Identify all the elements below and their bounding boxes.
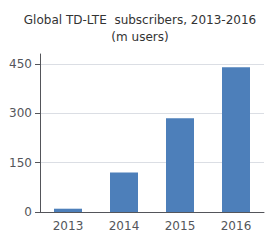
svg-text:2016: 2016: [221, 219, 252, 233]
svg-text:Global TD-LTE subscribers, 20: Global TD-LTE subscribers, 2013-2016: [24, 13, 256, 27]
svg-text:150: 150: [9, 156, 32, 170]
svg-text:2015: 2015: [165, 219, 196, 233]
svg-text:2014: 2014: [109, 219, 140, 233]
svg-text:2013: 2013: [53, 219, 84, 233]
svg-text:0: 0: [24, 205, 32, 219]
svg-text:450: 450: [9, 57, 32, 71]
svg-text:(m users): (m users): [111, 30, 168, 44]
svg-text:300: 300: [9, 106, 32, 120]
